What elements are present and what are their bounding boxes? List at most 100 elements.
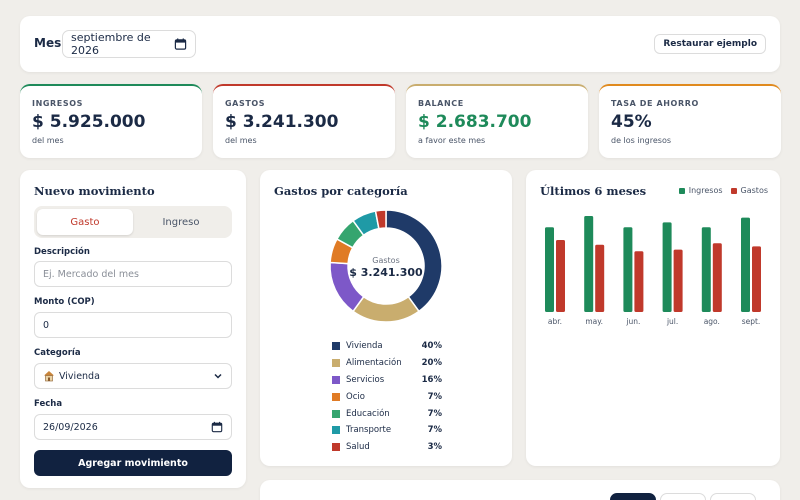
legend-gastos: Gastos [730,186,768,195]
donut-slice-salud [374,209,387,230]
stat-value: $ 3.241.300 [225,112,339,132]
legend-category: Alimentación [346,358,402,369]
x-tick-label: jul. [666,317,678,326]
description-label: Descripción [34,247,90,257]
legend-swatch [332,359,340,368]
type-toggle: Gasto Ingreso [34,206,232,238]
legend-label: Gastos [740,186,768,195]
bar-gastos-4 [712,243,722,312]
form-title: Nuevo movimiento [34,184,155,198]
x-tick-label: may. [585,317,603,326]
legend-ingresos: Ingresos [678,186,723,195]
category-select[interactable]: Vivienda [34,363,232,389]
date-input[interactable]: 26/09/2026 [34,414,232,440]
legend-row: Salud 3% [332,439,442,456]
legend-category: Educación [346,408,390,419]
legend-percent: 16% [421,374,442,385]
tab-ingreso[interactable]: Ingreso [162,216,200,228]
stat-card-balance: BALANCE $ 2.683.700 a favor este mes [406,84,588,158]
donut-center-value: $ 3.241.300 [349,266,423,279]
stat-label: GASTOS [225,99,266,108]
category-value: Vivienda [59,370,100,382]
legend-category: Servicios [346,374,385,385]
legend-category: Ocio [346,391,365,402]
legend-swatch [332,443,340,452]
legend-row: Educación 7% [332,405,442,422]
month-value: septiembre de 2026 [71,31,151,57]
stat-card-gastos: GASTOS $ 3.241.300 del mes [213,84,395,158]
bars-legend: Ingresos Gastos [678,186,768,195]
bar-gastos-5 [752,246,761,312]
last-six-months-card: Últimos 6 meses Ingresos Gastos abr. may.… [526,170,780,466]
restore-example-button[interactable]: Restaurar ejemplo [654,34,766,54]
stat-value: $ 2.683.700 [418,112,532,132]
x-tick-label: jun. [625,317,640,326]
legend-swatch [332,409,340,418]
legend-row: Vivienda 40% [332,338,442,355]
legend-swatch [332,392,340,401]
movements-card [260,480,780,500]
donut-slice-alimentación [352,295,420,323]
stat-label: INGRESOS [32,99,83,108]
bar-gastos-0 [556,240,565,312]
legend-percent: 7% [427,425,442,436]
add-movement-button[interactable]: Agregar movimiento [34,450,232,476]
stat-label: TASA DE AHORRO [611,99,699,108]
amount-label: Monto (COP) [34,297,95,307]
date-value: 26/09/2026 [43,421,98,433]
bar-chart: abr. may. jun. jul. ago. sept. [545,216,761,326]
month-picker[interactable]: septiembre de 2026 [62,30,196,58]
legend-category: Transporte [346,425,392,436]
stat-value: $ 5.925.000 [32,112,146,132]
legend-swatch [332,342,340,351]
donut-legend: Vivienda 40% Alimentación 20% Servicios 16% Oc… [332,338,442,456]
bar-ingresos-5 [741,217,750,312]
x-tick-label: abr. [548,317,562,326]
x-tick-label: sept. [742,317,761,326]
legend-percent: 3% [427,442,442,453]
stat-value: 45% [611,112,652,132]
legend-swatch [332,426,340,435]
month-toolbar: Mes septiembre de 2026 Restaurar ejemplo [20,16,780,72]
legend-label: Ingresos [688,186,723,195]
calendar-icon[interactable] [211,421,223,433]
legend-row: Servicios 16% [332,372,442,389]
donut-center-label: Gastos [372,256,400,265]
expenses-by-category-card: Gastos por categoría Gastos $ 3.241.300 … [260,170,512,466]
bar-gastos-3 [673,249,683,312]
bar-gastos-1 [595,244,605,312]
bar-gastos-2 [634,251,644,312]
legend-percent: 7% [427,408,442,419]
legend-swatch [332,375,340,384]
legend-row: Ocio 7% [332,388,442,405]
legend-percent: 7% [427,391,442,402]
bars-title: Últimos 6 meses [540,184,647,198]
legend-row: Alimentación 20% [332,355,442,372]
stat-sub: a favor este mes [418,136,486,145]
legend-percent: 20% [421,358,442,369]
date-label: Fecha [34,399,63,409]
donut-chart [329,209,443,323]
calendar-icon[interactable] [174,37,187,51]
description-input[interactable]: Ej. Mercado del mes [34,261,232,287]
category-label: Categoría [34,348,81,358]
stat-card-ahorro: TASA DE AHORRO 45% de los ingresos [599,84,781,158]
legend-swatch [730,187,737,194]
filter-pill[interactable] [660,493,706,500]
stat-sub: del mes [32,136,64,145]
bar-ingresos-3 [662,222,672,312]
stat-sub: del mes [225,136,257,145]
legend-row: Transporte 7% [332,422,442,439]
amount-input[interactable]: 0 [34,312,232,338]
filter-pill-active[interactable] [610,493,656,500]
filter-pill[interactable] [710,493,756,500]
chevron-down-icon [214,373,222,379]
description-placeholder: Ej. Mercado del mes [43,268,139,280]
stat-card-ingresos: INGRESOS $ 5.925.000 del mes [20,84,202,158]
legend-category: Salud [346,442,370,453]
month-label: Mes [34,36,62,50]
bar-ingresos-4 [701,227,711,312]
tab-gasto[interactable]: Gasto [37,209,133,235]
amount-value: 0 [43,319,50,331]
bar-ingresos-1 [584,216,594,312]
